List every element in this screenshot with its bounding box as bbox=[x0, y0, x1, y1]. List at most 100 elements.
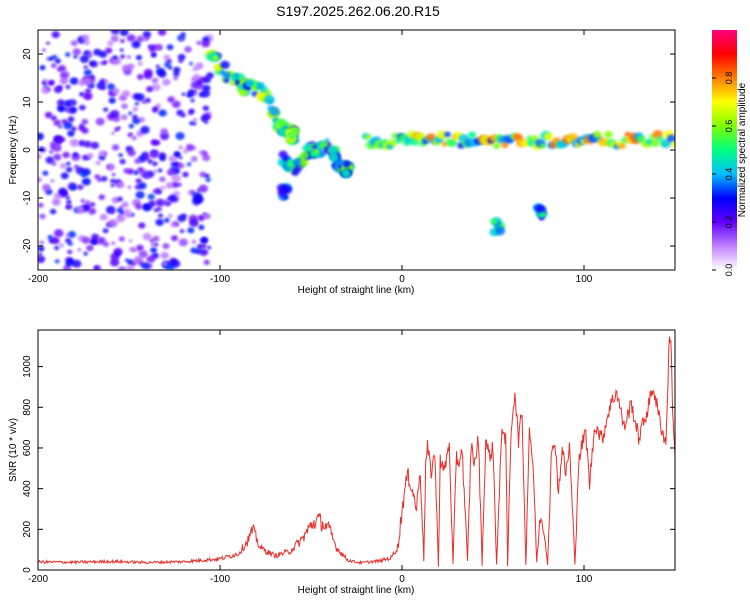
heatmap-band-blob bbox=[568, 133, 579, 142]
heatmap-noise-blob bbox=[103, 107, 109, 112]
heatmap-noise-blob bbox=[67, 116, 75, 123]
heatmap-noise-blob bbox=[181, 92, 186, 96]
heatmap-noise-blob bbox=[83, 251, 88, 256]
heatmap-noise-blob bbox=[123, 168, 130, 174]
heatmap-noise-blob bbox=[72, 48, 82, 56]
heatmap-band-blob bbox=[501, 141, 509, 149]
heatmap-noise-blob bbox=[104, 79, 109, 84]
heatmap-noise-blob bbox=[159, 176, 166, 182]
heatmap-noise-blob bbox=[107, 219, 118, 228]
heatmap-noise-blob bbox=[100, 176, 108, 182]
heatmap-track-blob bbox=[267, 105, 274, 111]
spectrogram-x-label: Height of straight line (km) bbox=[298, 285, 415, 296]
snr-background bbox=[38, 330, 675, 570]
heatmap-noise-blob bbox=[129, 247, 134, 251]
heatmap-noise-blob bbox=[185, 144, 195, 151]
heatmap-noise-blob bbox=[121, 103, 128, 110]
heatmap-track-blob bbox=[213, 63, 222, 71]
heatmap-noise-blob bbox=[127, 185, 132, 189]
heatmap-noise-blob bbox=[160, 128, 169, 135]
heatmap-noise-blob bbox=[58, 243, 64, 248]
heatmap-noise-blob bbox=[144, 156, 150, 161]
heatmap-noise-blob bbox=[200, 77, 207, 83]
heatmap-noise-blob bbox=[90, 141, 100, 149]
heatmap-noise-blob bbox=[91, 233, 100, 241]
heatmap-track-blob bbox=[291, 169, 300, 176]
heatmap-noise-blob bbox=[75, 206, 85, 214]
heatmap-noise-blob bbox=[147, 44, 153, 49]
heatmap-noise-blob bbox=[54, 259, 60, 264]
heatmap-noise-blob bbox=[157, 30, 167, 36]
heatmap-noise-blob bbox=[46, 87, 51, 92]
heatmap-noise-blob bbox=[136, 73, 144, 80]
heatmap-noise-blob bbox=[64, 100, 72, 107]
heatmap-noise-blob bbox=[138, 182, 147, 190]
heatmap-noise-blob bbox=[190, 81, 200, 89]
heatmap-noise-blob bbox=[164, 61, 172, 68]
y-tick-label: 0 bbox=[22, 147, 33, 153]
heatmap-noise-blob bbox=[142, 203, 152, 212]
heatmap-noise-blob bbox=[158, 109, 167, 117]
heatmap-noise-blob bbox=[197, 214, 205, 222]
heatmap-noise-blob bbox=[38, 252, 43, 256]
heatmap-noise-blob bbox=[134, 102, 139, 106]
heatmap-noise-blob bbox=[78, 140, 86, 147]
heatmap-noise-blob bbox=[118, 153, 123, 158]
heatmap-noise-blob bbox=[201, 117, 206, 122]
heatmap-noise-blob bbox=[149, 238, 155, 243]
heatmap-noise-blob bbox=[38, 132, 44, 141]
heatmap-noise-blob bbox=[203, 120, 209, 124]
heatmap-noise-blob bbox=[110, 30, 120, 35]
heatmap-noise-blob bbox=[119, 48, 124, 52]
heatmap-noise-blob bbox=[65, 52, 71, 57]
heatmap-band-blob bbox=[492, 142, 501, 150]
heatmap-noise-blob bbox=[198, 184, 208, 193]
heatmap-noise-blob bbox=[152, 161, 158, 167]
heatmap-noise-blob bbox=[101, 86, 106, 90]
heatmap-noise-blob bbox=[81, 34, 90, 42]
heatmap-noise-blob bbox=[119, 30, 129, 37]
heatmap-noise-blob bbox=[126, 34, 136, 42]
heatmap-track-blob bbox=[255, 82, 265, 90]
heatmap-noise-blob bbox=[153, 208, 158, 212]
heatmap-noise-blob bbox=[146, 86, 154, 93]
heatmap-noise-blob bbox=[202, 105, 210, 111]
heatmap-noise-blob bbox=[84, 40, 90, 46]
heatmap-noise-blob bbox=[154, 140, 161, 146]
heatmap-noise-blob bbox=[102, 228, 109, 234]
heatmap-noise-blob bbox=[132, 114, 138, 120]
snr-x-ticks: -200 -100 0 100 bbox=[28, 330, 593, 585]
heatmap-track-blob bbox=[298, 157, 309, 167]
heatmap-noise-blob bbox=[177, 53, 186, 61]
y-tick-label: 20 bbox=[22, 48, 33, 60]
heatmap-noise-blob bbox=[69, 138, 79, 147]
heatmap-noise-blob bbox=[38, 153, 42, 159]
heatmap-noise-blob bbox=[80, 171, 87, 178]
heatmap-noise-blob bbox=[197, 80, 202, 85]
heatmap-noise-blob bbox=[61, 119, 68, 125]
heatmap-noise-blob bbox=[173, 66, 181, 73]
heatmap-spot-blob bbox=[277, 189, 287, 197]
heatmap-noise-blob bbox=[111, 131, 115, 135]
colorbar-tick-label: 0.4 bbox=[724, 168, 734, 181]
heatmap-noise-blob bbox=[116, 207, 123, 213]
x-tick-label: 100 bbox=[576, 274, 593, 285]
heatmap-noise-blob bbox=[110, 241, 116, 246]
heatmap-noise-blob bbox=[89, 202, 96, 207]
heatmap-noise-blob bbox=[127, 149, 136, 157]
heatmap-noise-blob bbox=[78, 104, 86, 111]
heatmap-noise-blob bbox=[177, 34, 186, 42]
heatmap-noise-blob bbox=[73, 55, 78, 59]
heatmap-noise-blob bbox=[163, 54, 171, 61]
heatmap-noise-blob bbox=[128, 239, 133, 243]
heatmap-noise-blob bbox=[176, 109, 184, 117]
heatmap-noise-blob bbox=[107, 40, 114, 47]
heatmap-noise-blob bbox=[157, 168, 163, 173]
y-tick-label: 600 bbox=[22, 439, 33, 456]
heatmap-noise-blob bbox=[57, 65, 67, 72]
heatmap-noise-blob bbox=[186, 162, 192, 167]
heatmap-noise-blob bbox=[144, 174, 150, 179]
x-tick-label: -200 bbox=[28, 274, 48, 285]
